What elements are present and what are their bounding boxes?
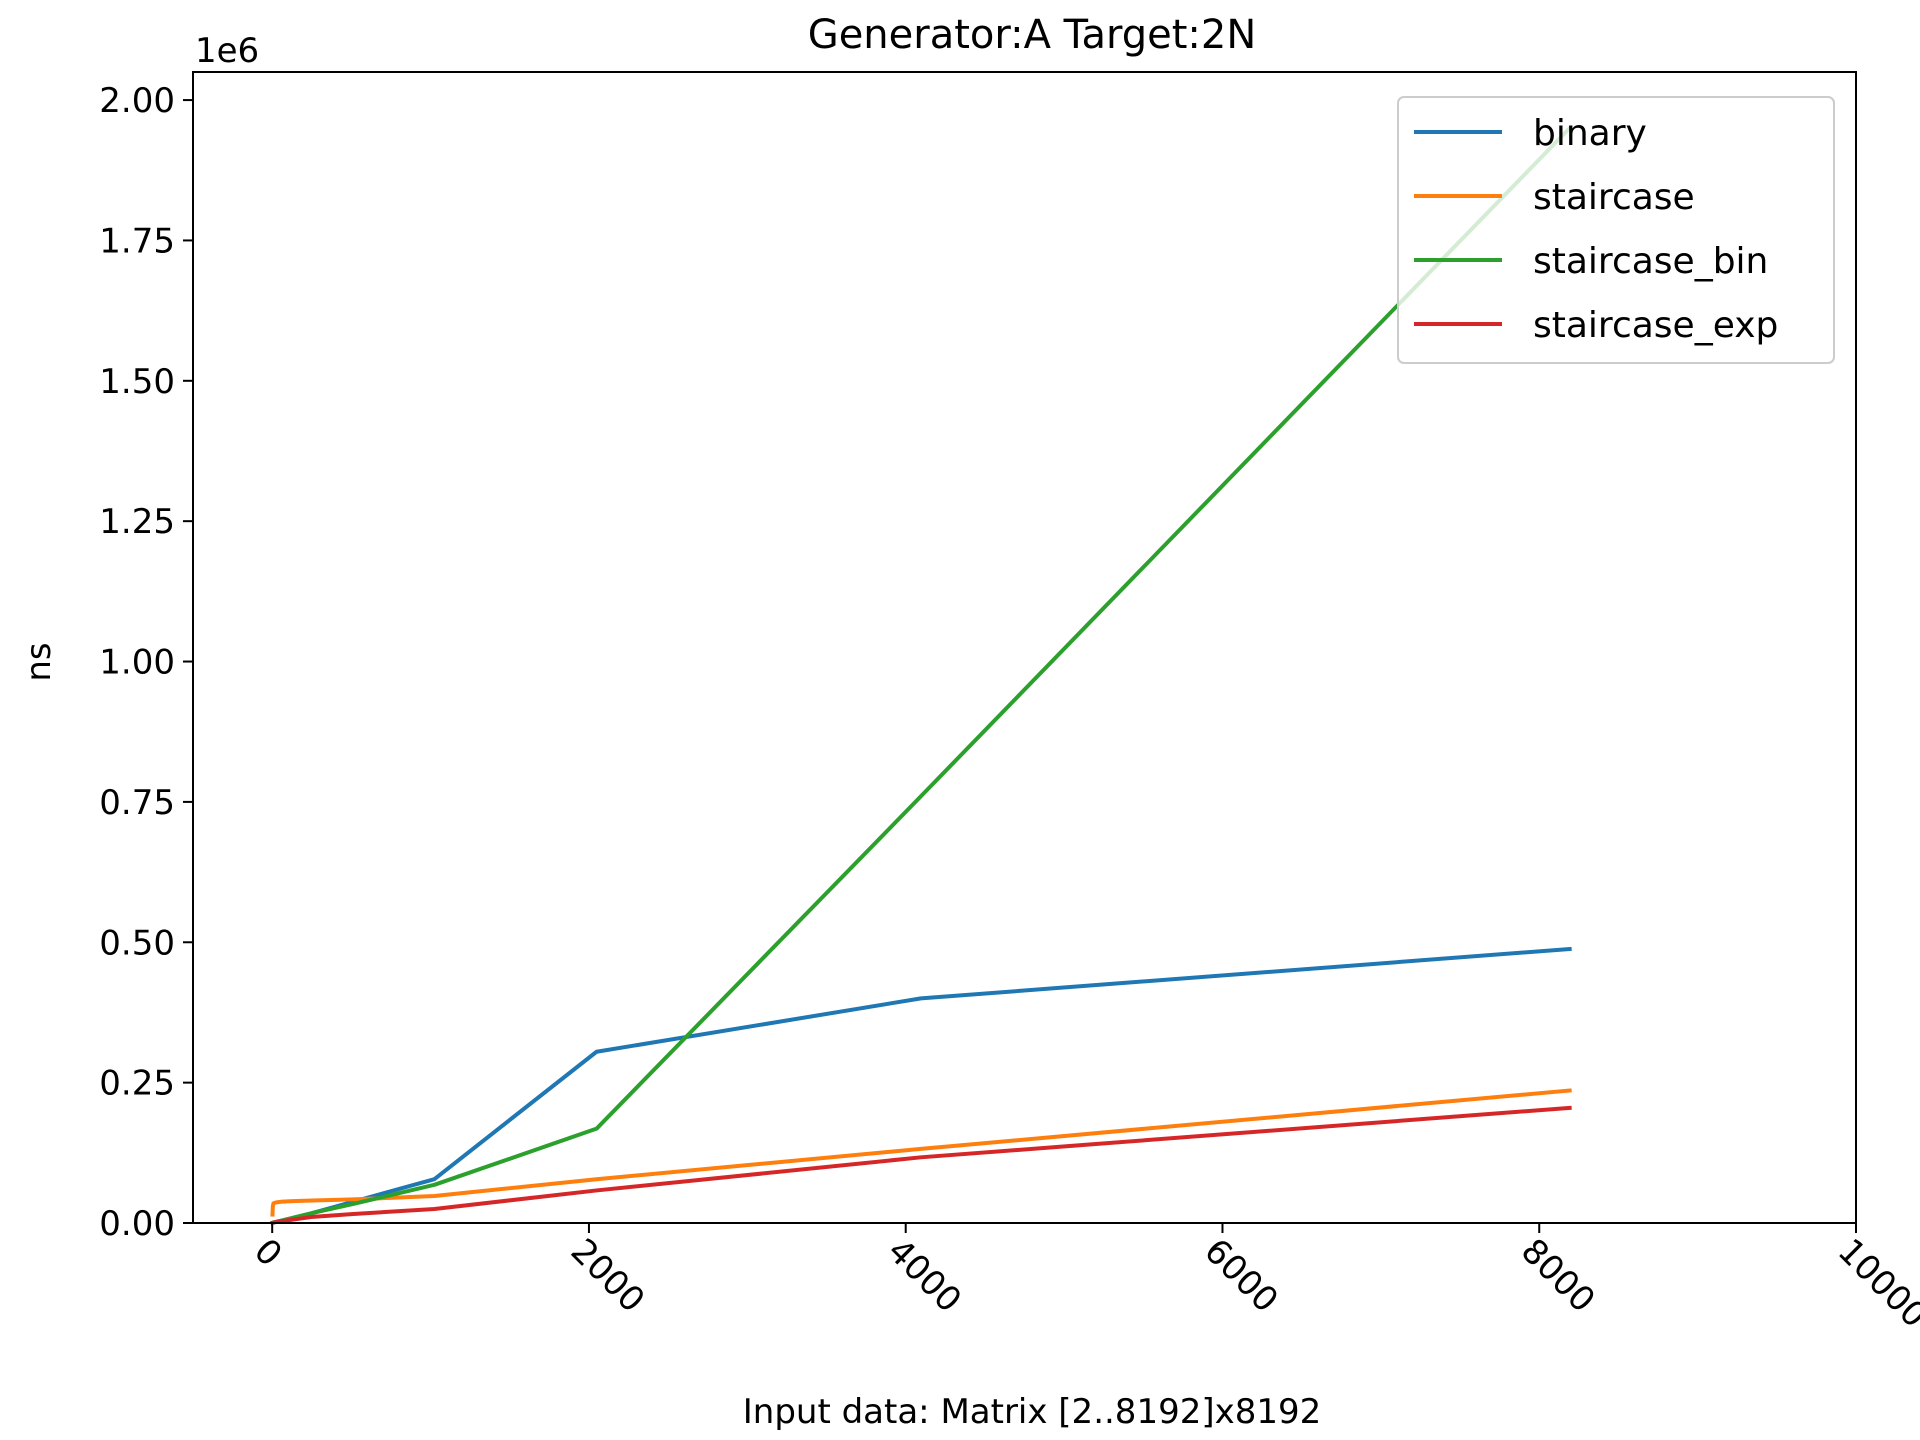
plot-area-frame <box>192 71 1857 1224</box>
y-tick-label: 1.25 <box>99 502 175 542</box>
y-tick-label: 0.00 <box>99 1204 175 1244</box>
chart-title: Generator:A Target:2N <box>808 12 1257 58</box>
y-axis-label: ns <box>19 642 59 681</box>
legend-label-binary: binary <box>1533 113 1647 154</box>
series-line-staircase <box>270 1088 1572 1217</box>
y-tick-label: 1.75 <box>99 221 175 261</box>
y-tick-label: 0.50 <box>99 923 175 963</box>
y-tick-label: 0.25 <box>99 1064 175 1104</box>
y-tick-label: 2.00 <box>99 81 175 121</box>
y-tick-label: 0.75 <box>99 783 175 823</box>
legend-label-staircase: staircase <box>1533 177 1695 218</box>
y-axis-offset-text: 1e6 <box>195 31 259 71</box>
legend: binary staircase staircase_bin staircase_ex… <box>1397 96 1835 364</box>
legend-box <box>1397 96 1835 364</box>
y-tick-label: 1.00 <box>99 643 175 683</box>
legend-label-staircase-bin: staircase_bin <box>1533 241 1768 282</box>
x-axis-label: Input data: Matrix [2..8192]x8192 <box>743 1392 1322 1432</box>
legend-label-staircase-exp: staircase_exp <box>1533 305 1778 346</box>
y-tick-label: 1.50 <box>99 362 175 402</box>
